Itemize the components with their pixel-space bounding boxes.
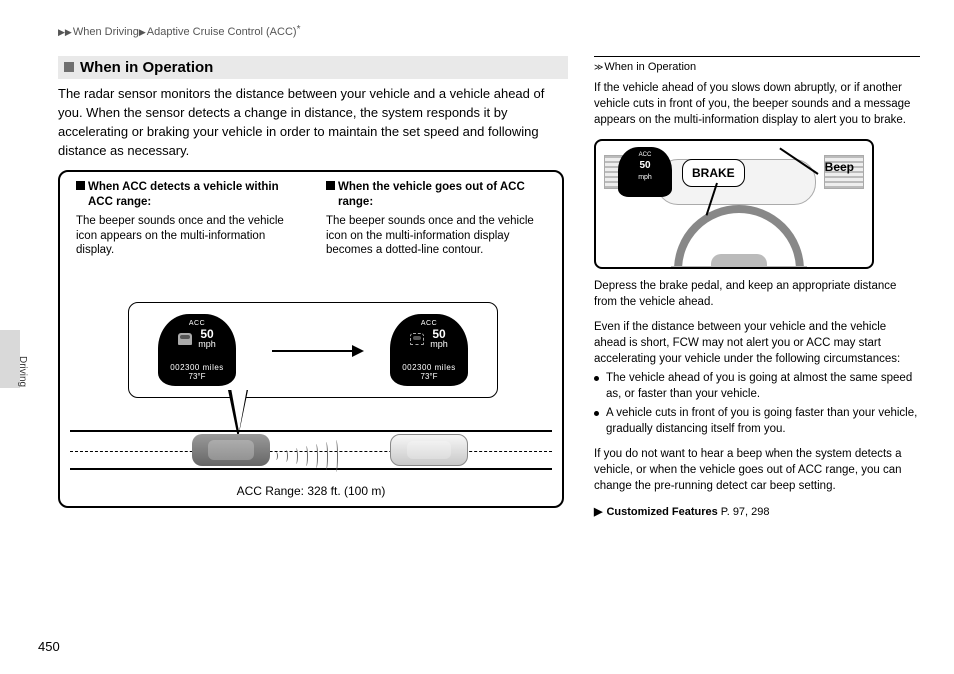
callout-marker-icon — [326, 181, 335, 190]
sidebar-p4: If you do not want to hear a beep when t… — [594, 447, 920, 495]
callout-detect-title: When ACC detects a vehicle within ACC ra… — [88, 181, 279, 208]
xref-label: Customized Features — [606, 506, 717, 518]
xref-pages: P. 97, 298 — [721, 506, 770, 518]
vehicle-icon — [178, 333, 192, 345]
callout-line-icon — [716, 183, 738, 217]
callout-out-body: The beeper sounds once and the vehicle i… — [326, 214, 536, 258]
list-item: A vehicle cuts in front of you is going … — [594, 406, 920, 438]
breadcrumb-seg-2: Adaptive Cruise Control (ACC) — [147, 26, 297, 38]
section-heading-text: When in Operation — [80, 59, 213, 76]
page-number: 450 — [38, 639, 60, 654]
page-section-label: Driving — [17, 356, 28, 387]
acc-diagram: When ACC detects a vehicle within ACC ra… — [58, 170, 564, 508]
callout-detect-body: The beeper sounds once and the vehicle i… — [76, 214, 286, 258]
sidebar-p3: Even if the distance between your vehicl… — [594, 320, 920, 368]
gauge-acc-label: ACC — [158, 320, 236, 327]
radar-waves-icon — [274, 440, 338, 472]
breadcrumb: ▶▶When Driving▶Adaptive Cruise Control (… — [58, 26, 920, 38]
section-marker-icon — [64, 62, 74, 72]
callout-marker-icon — [76, 181, 85, 190]
display-gauge-out-of-range: ACC 50mph 002300 miles 73°F — [390, 314, 468, 386]
steering-wheel-icon — [674, 205, 804, 269]
callout-out-of-range: When the vehicle goes out of ACC range: … — [326, 180, 536, 258]
vehicle-dotted-icon — [410, 333, 424, 345]
sidebar-p2: Depress the brake pedal, and keep an app… — [594, 279, 920, 311]
breadcrumb-seg-1: When Driving — [73, 26, 139, 38]
arrow-icon — [272, 350, 362, 352]
gauge-speed: 50mph — [198, 328, 216, 349]
breadcrumb-marker-icon: ▶▶ — [58, 27, 72, 37]
sidebar-bullets: The vehicle ahead of you is going at alm… — [594, 371, 920, 437]
section-heading: When in Operation — [58, 56, 568, 79]
display-gauge-in-range: ACC 50mph 002300 miles 73°F — [158, 314, 236, 386]
callout-detect: When ACC detects a vehicle within ACC ra… — [76, 180, 286, 258]
brake-alert-illustration: ACC 50mph BRAKE Beep — [594, 139, 874, 269]
breadcrumb-asterisk: * — [297, 24, 301, 35]
beep-label: Beep — [825, 159, 854, 176]
sidebar-marker-icon: ≫ — [594, 62, 600, 72]
your-vehicle-icon — [192, 434, 270, 466]
section-intro: The radar sensor monitors the distance b… — [58, 85, 568, 160]
xref-arrow-icon: ▶ — [594, 506, 602, 518]
display-gauge-brake: ACC 50mph — [618, 147, 672, 197]
sidebar-heading: ≫When in Operation — [594, 56, 920, 75]
acc-range-caption: ACC Range: 328 ft. (100 m) — [60, 484, 562, 498]
callout-out-title: When the vehicle goes out of ACC range: — [338, 181, 525, 208]
list-item: The vehicle ahead of you is going at alm… — [594, 371, 920, 403]
breadcrumb-sep-icon: ▶ — [139, 27, 146, 37]
sidebar-p1: If the vehicle ahead of you slows down a… — [594, 81, 920, 129]
cross-reference: ▶ Customized Features P. 97, 298 — [594, 505, 920, 520]
vehicle-ahead-icon — [390, 434, 468, 466]
